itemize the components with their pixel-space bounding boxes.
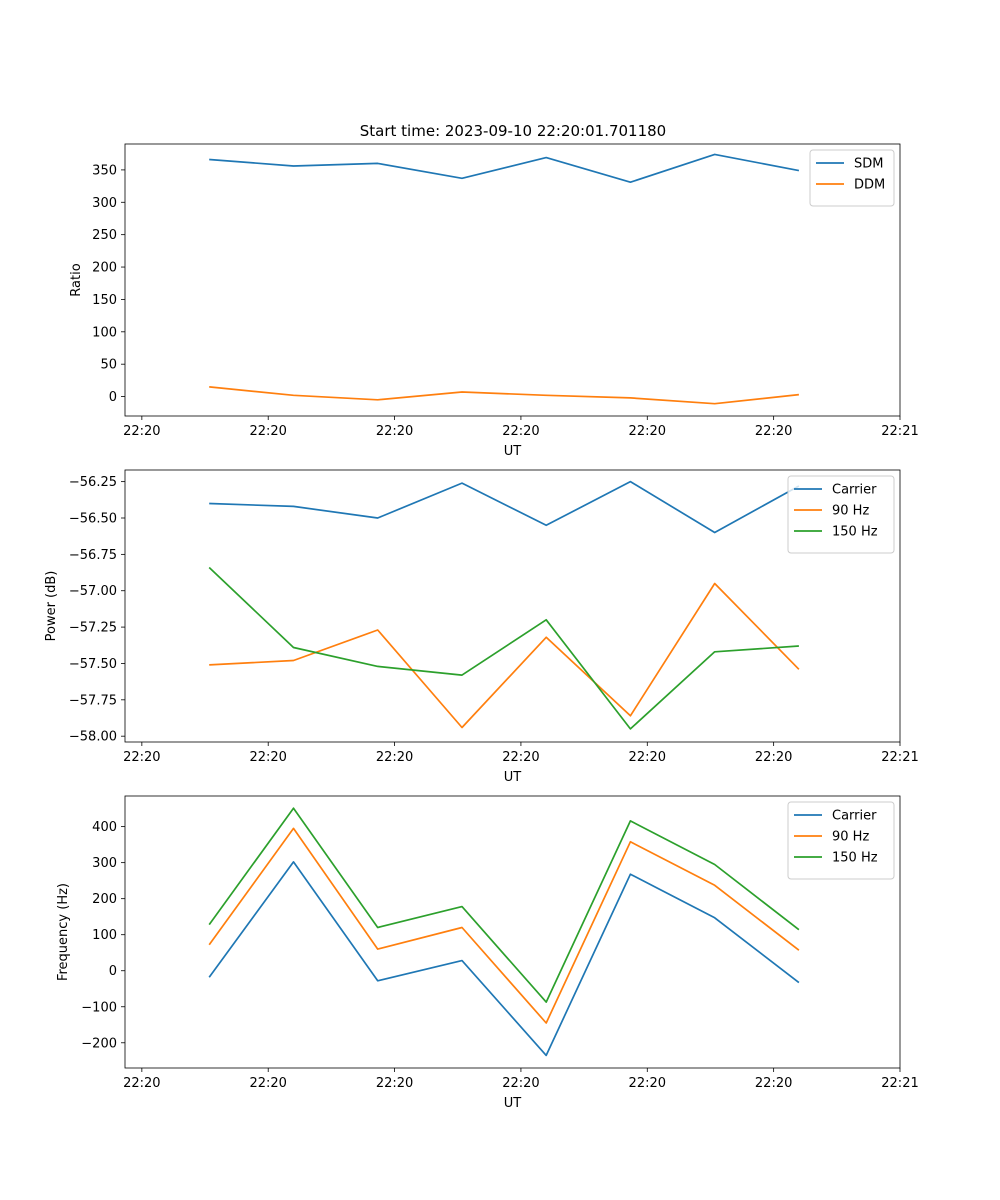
power-y-tick-label: −57.25: [69, 621, 117, 636]
power-x-tick-label: 22:20: [123, 750, 160, 765]
frequency-x-tick-label: 22:21: [881, 1076, 918, 1091]
ratio-axes-frame: [124, 143, 901, 417]
power-panel: 22:20 22:20 22:20 22:20 22:20 22:20 22:21 −56.2…: [44, 469, 919, 785]
frequency-legend-label-90-hz: 90 Hz: [832, 830, 869, 845]
power-y-tick-label: −57.50: [69, 657, 117, 672]
figure-title: Start time: 2023-09-10 22:20:01.701180: [360, 122, 666, 140]
frequency-legend-label-150-hz: 150 Hz: [832, 851, 878, 866]
frequency-y-axis-label: Frequency (Hz): [56, 883, 71, 981]
frequency-legend-box: [787, 801, 895, 880]
power-series-90-hz-line: [209, 582, 800, 729]
power-legend-label-90-hz: 90 Hz: [832, 504, 869, 519]
power-y-tick-label: −56.50: [69, 512, 117, 527]
power-y-tick-label: −58.00: [69, 730, 117, 745]
power-y-tick-label: −56.25: [69, 475, 117, 490]
frequency-y-tick-label: 200: [92, 892, 117, 907]
ratio-x-tick-label: 22:20: [502, 424, 539, 439]
frequency-y-tick-label: 300: [92, 856, 117, 871]
power-legend-label-carrier: Carrier: [832, 483, 877, 498]
frequency-x-tick-label: 22:20: [249, 1076, 286, 1091]
power-x-tick-label: 22:20: [502, 750, 539, 765]
power-y-axis-label: Power (dB): [44, 571, 59, 642]
frequency-x-tick-label: 22:20: [123, 1076, 160, 1091]
frequency-axes-frame: [124, 795, 901, 1069]
frequency-y-tick-label: −100: [81, 1000, 117, 1015]
frequency-y-tick-label: 0: [109, 964, 117, 979]
ratio-legend: SDM DDM: [809, 149, 895, 207]
power-series-150-hz-line: [208, 566, 799, 730]
ratio-series-sdm-line: [209, 153, 800, 184]
ratio-y-tick-label: 200: [92, 261, 117, 276]
ratio-y-tick-label: 50: [100, 358, 117, 373]
ratio-y-tick-label: 250: [92, 228, 117, 243]
ratio-legend-box: [809, 149, 895, 207]
frequency-y-tick-label: 100: [92, 928, 117, 943]
ratio-y-tick-label: 350: [92, 163, 117, 178]
frequency-series-90-hz-line: [208, 827, 800, 1024]
power-y-tick-label: −57.00: [69, 584, 117, 599]
frequency-x-tick-label: 22:20: [502, 1076, 539, 1091]
power-legend-box: [787, 475, 895, 554]
ratio-y-tick-label: 100: [92, 325, 117, 340]
ratio-y-tick-label: 150: [92, 293, 117, 308]
frequency-x-tick-label: 22:20: [629, 1076, 666, 1091]
ratio-legend-label-sdm: SDM: [854, 157, 883, 172]
ratio-x-tick-label: 22:21: [881, 424, 918, 439]
ratio-y-axis-label: Ratio: [69, 263, 84, 296]
ratio-series-ddm-line: [209, 386, 799, 405]
frequency-x-axis-label: UT: [504, 1096, 522, 1111]
ratio-x-tick-label: 22:20: [249, 424, 286, 439]
power-x-tick-label: 22:20: [755, 750, 792, 765]
power-axes-frame: [124, 469, 901, 743]
power-series-carrier-line: [209, 480, 800, 534]
frequency-series-150-hz-line: [208, 807, 800, 1003]
power-x-tick-label: 22:20: [629, 750, 666, 765]
frequency-legend-label-carrier: Carrier: [832, 809, 877, 824]
frequency-y-tick-label: −200: [81, 1036, 117, 1051]
ratio-legend-label-ddm: DDM: [854, 178, 885, 193]
ratio-panel: 22:20 22:20 22:20 22:20 22:20 22:20 22:21 0 50 10…: [69, 143, 919, 459]
frequency-x-tick-label: 22:20: [755, 1076, 792, 1091]
power-legend: Carrier 90 Hz 150 Hz: [787, 475, 895, 554]
ratio-y-tick-label: 300: [92, 196, 117, 211]
power-y-tick-label: −57.75: [69, 693, 117, 708]
power-x-tick-label: 22:20: [376, 750, 413, 765]
ratio-x-axis-label: UT: [504, 444, 522, 459]
power-x-tick-label: 22:21: [881, 750, 918, 765]
frequency-legend: Carrier 90 Hz 150 Hz: [787, 801, 895, 880]
frequency-series-carrier-line: [208, 861, 800, 1057]
ratio-x-tick-label: 22:20: [755, 424, 792, 439]
ratio-y-tick-label: 0: [109, 390, 117, 405]
frequency-y-tick-label: 400: [92, 820, 117, 835]
power-x-tick-label: 22:20: [249, 750, 286, 765]
power-x-axis-label: UT: [504, 770, 522, 785]
power-y-tick-label: −56.75: [69, 548, 117, 563]
frequency-panel: 22:20 22:20 22:20 22:20 22:20 22:20 22:21 −200 −…: [56, 795, 919, 1111]
frequency-x-tick-label: 22:20: [376, 1076, 413, 1091]
ratio-x-tick-label: 22:20: [376, 424, 413, 439]
power-legend-label-150-hz: 150 Hz: [832, 525, 878, 540]
ratio-x-tick-label: 22:20: [123, 424, 160, 439]
ratio-x-tick-label: 22:20: [629, 424, 666, 439]
